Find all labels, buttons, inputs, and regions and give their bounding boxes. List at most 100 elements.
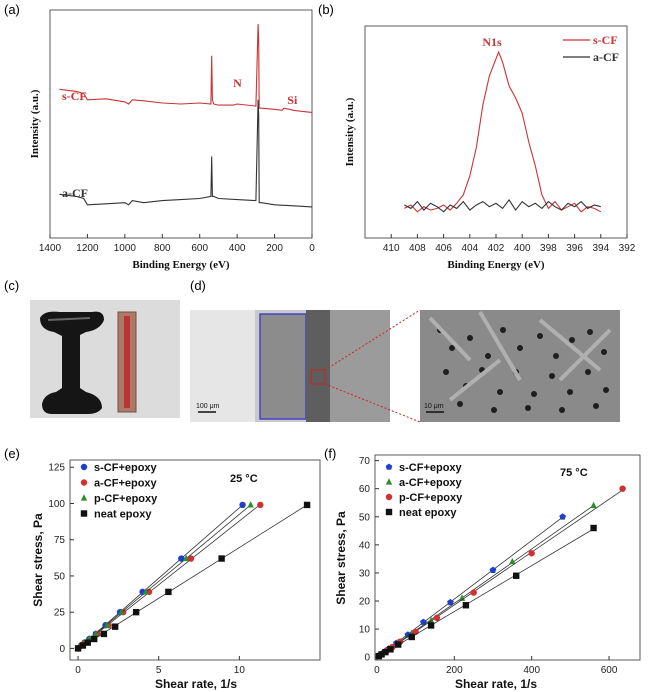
- sem-fiber-hole: [587, 329, 593, 335]
- y-tick-label: 75: [54, 535, 66, 546]
- dogbone-specimen: [40, 311, 104, 414]
- sem-fiber-hole: [553, 353, 559, 359]
- zoom-line-top: [324, 309, 421, 371]
- panel-label-a: (a): [4, 2, 20, 17]
- annotation-si: Si: [287, 93, 298, 107]
- series-line-s-cf: [59, 24, 313, 113]
- sem-fiber-hole: [603, 387, 609, 393]
- x-tick-label: 5: [156, 665, 162, 676]
- sem-fiber-hole: [449, 345, 455, 351]
- data-point-neat epoxy: [74, 645, 82, 652]
- y-tick-label: 50: [359, 512, 371, 523]
- legend-label-neat epoxy: neat epoxy: [399, 507, 457, 519]
- y-tick-label: 30: [359, 568, 371, 579]
- panel-label-c: (c): [4, 278, 19, 293]
- y-tick-label: 10: [359, 625, 371, 636]
- x-tick-label: 600: [601, 665, 618, 676]
- x-axis-label-e: Shear rate, 1/s: [155, 677, 237, 691]
- x-tick-label: 400: [523, 665, 540, 676]
- sem-fiber-hole: [491, 407, 497, 413]
- legend-label-a-cf: a-CF: [593, 50, 619, 64]
- sem-fiber-hole: [500, 327, 506, 333]
- series-line-s-cf: [404, 50, 602, 213]
- y-tick-label: 40: [359, 540, 371, 551]
- legend-label-a-cf+epoxy: a-CF+epoxy: [399, 477, 463, 489]
- data-point-s-cf+epoxy: [420, 618, 427, 625]
- x-tick-label: 0: [374, 665, 380, 676]
- sem-images: 100 μm 10 μm: [190, 309, 620, 423]
- y-axis-label-b: Intensity (a.u.): [344, 97, 356, 166]
- x-axis-label-a: Binding Energy (eV): [132, 259, 230, 271]
- data-point-neat epoxy: [79, 642, 87, 649]
- y-tick-label: 50: [54, 571, 66, 582]
- sem-fiber-hole: [467, 335, 473, 341]
- sem-fiber-strand: [448, 358, 502, 402]
- specimen-red-edge: [124, 316, 130, 408]
- sem-fiber-strand: [538, 318, 602, 372]
- sem-fiber-hole: [531, 391, 537, 397]
- sem-fiber-hole: [549, 373, 555, 379]
- data-point-neat epoxy: [513, 572, 520, 579]
- sem-fiber-hole: [567, 389, 573, 395]
- legend-b: s-CF a-CF: [563, 33, 619, 64]
- data-point-p-cf+epoxy: [247, 501, 254, 508]
- fit-line-p-cf+epoxy: [77, 504, 251, 649]
- legend-label-s-cf+epoxy: s-CF+epoxy: [94, 462, 158, 474]
- data-point-neat epoxy: [395, 641, 402, 648]
- x-tick-label: 0: [75, 665, 81, 676]
- data-point-p-cf+epoxy: [182, 554, 190, 562]
- sem-fiber-hole: [559, 407, 565, 413]
- data-point-neat epoxy: [408, 633, 415, 641]
- y-tick-label: 0: [364, 653, 370, 664]
- data-point-s-cf+epoxy: [559, 513, 566, 520]
- plot-frame-a: [49, 9, 313, 239]
- data-point-s-cf+epoxy: [447, 598, 454, 606]
- x-tick-label: 400: [229, 243, 246, 254]
- sem-left-bright-region: [190, 310, 255, 422]
- sem-fiber-hole: [485, 353, 491, 359]
- y-tick-label: 60: [359, 484, 371, 495]
- data-point-neat epoxy: [427, 622, 435, 629]
- panel-label-b: (b): [318, 2, 334, 17]
- x-tick-label: 200: [446, 665, 463, 676]
- sem-fiber-hole: [585, 369, 591, 375]
- plot-frame-f: [374, 454, 641, 661]
- data-point-neat epoxy: [462, 602, 470, 609]
- data-point-neat epoxy: [111, 623, 119, 630]
- data-point-neat epoxy: [100, 630, 108, 638]
- sem-fiber-hole: [443, 369, 449, 375]
- data-point-a-cf+epoxy: [187, 555, 195, 562]
- legend-label-a-cf+epoxy: a-CF+epoxy: [94, 478, 158, 490]
- sem-fiber-hole: [525, 405, 531, 411]
- x-tick-label: 396: [566, 243, 583, 254]
- data-point-neat epoxy: [218, 555, 225, 562]
- x-tick-label: 0: [309, 243, 315, 254]
- sem-fiber-strand: [558, 328, 612, 382]
- x-tick-label: 600: [191, 243, 208, 254]
- fit-line-s-cf+epoxy: [77, 504, 243, 649]
- data-point-s-cf+epoxy: [178, 555, 185, 562]
- y-tick-label: 70: [359, 456, 371, 467]
- data-point-p-cf+epoxy: [470, 589, 477, 596]
- x-tick-label: 404: [461, 243, 478, 254]
- scale-label-right: 10 μm: [424, 403, 444, 410]
- legend-label-neat epoxy: neat epoxy: [94, 509, 152, 521]
- series-line-a-cf: [59, 99, 313, 208]
- data-point-neat epoxy: [84, 639, 91, 646]
- sem-fiber-hole: [457, 401, 463, 407]
- data-point-neat epoxy: [132, 608, 140, 616]
- data-point-neat epoxy: [590, 524, 597, 532]
- data-point-a-cf+epoxy: [458, 594, 466, 601]
- scale-label-left: 100 μm: [196, 403, 220, 410]
- specimen-highlight: [47, 317, 91, 321]
- x-axis-label-b: Binding Energy (eV): [447, 259, 545, 271]
- data-point-p-cf+epoxy: [619, 485, 626, 492]
- data-point-p-cf+epoxy: [118, 608, 125, 615]
- data-point-a-cf+epoxy: [590, 501, 597, 509]
- x-tick-label: 1400: [39, 243, 62, 254]
- y-tick-label: 100: [48, 499, 65, 510]
- y-tick-label: 125: [48, 463, 65, 474]
- legend-marker-p-cf+epoxy: [385, 493, 393, 501]
